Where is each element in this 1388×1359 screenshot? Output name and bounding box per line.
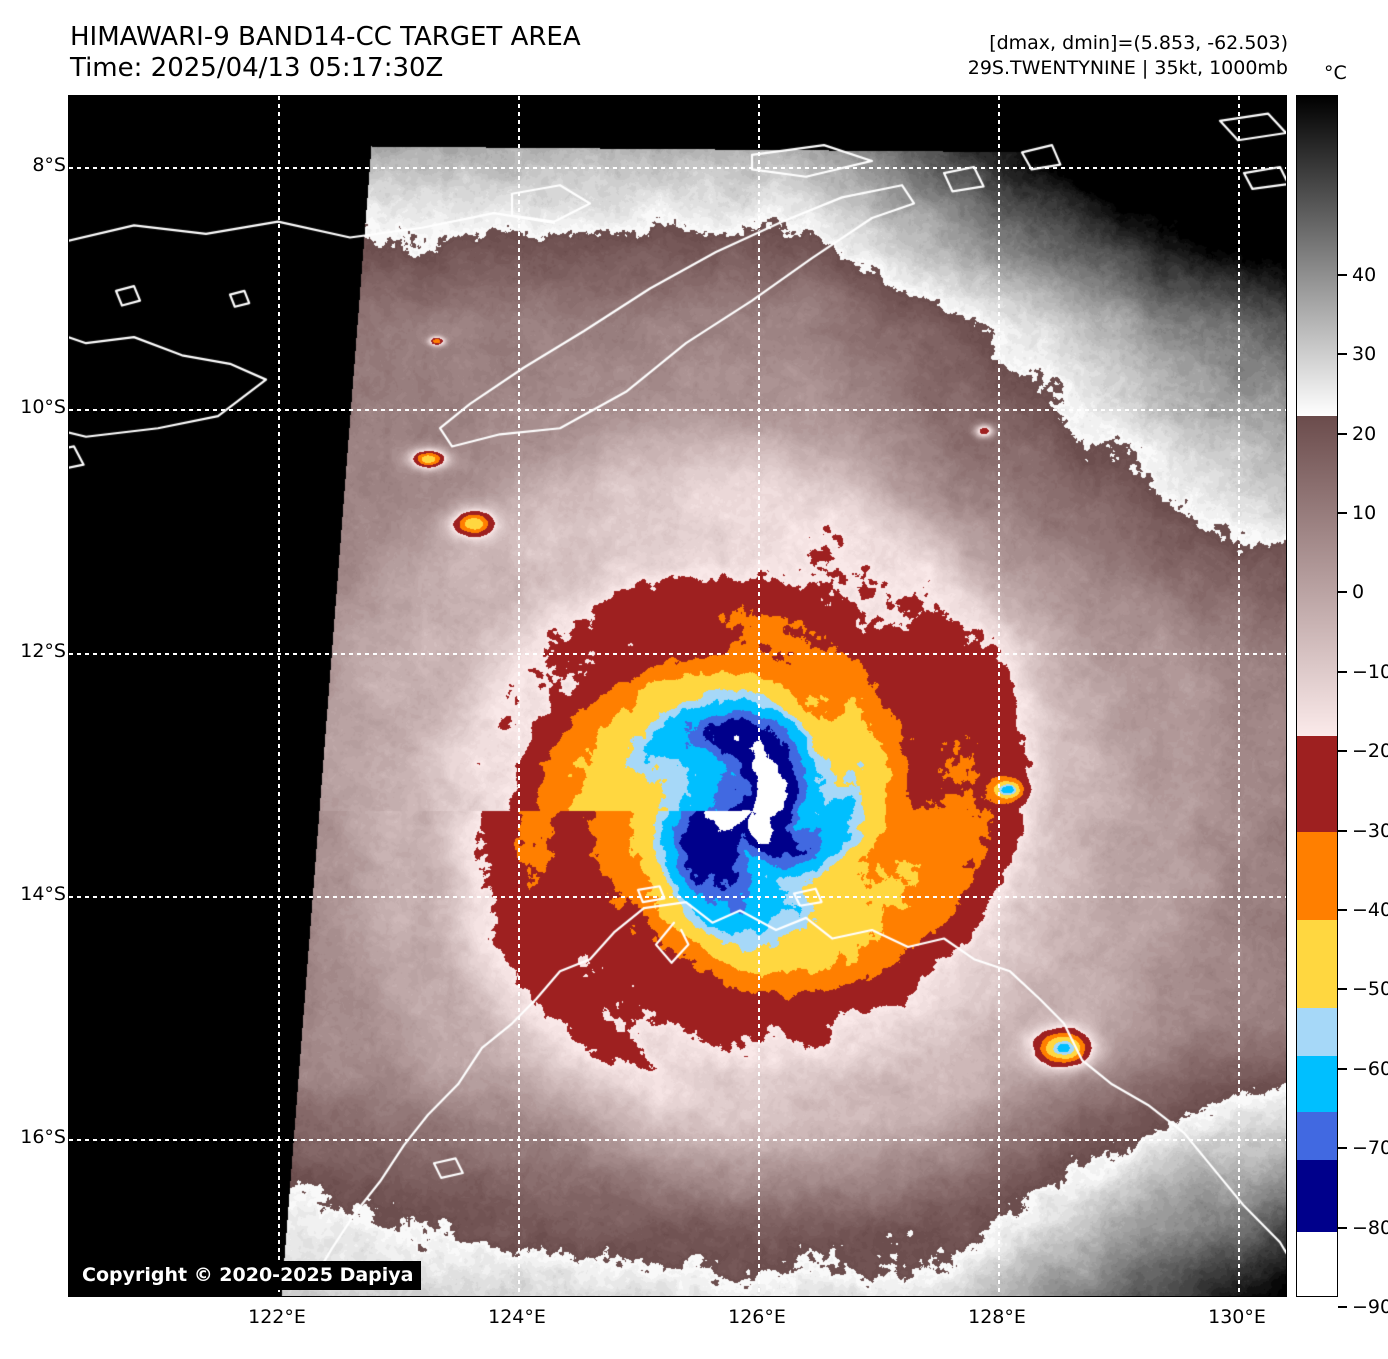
colorbar-tick-label: −50 <box>1352 978 1388 1000</box>
colorbar-tick-label: 0 <box>1352 581 1365 603</box>
colorbar-tick <box>1338 909 1347 911</box>
colorbar-tick-label: −20 <box>1352 740 1388 762</box>
y-axis-tick-label: 8°S <box>32 154 66 176</box>
x-axis-tick-label: 126°E <box>728 1306 786 1328</box>
colorbar-tick <box>1338 512 1347 514</box>
colorbar-tick <box>1338 988 1347 990</box>
colorbar-tick-label: 30 <box>1352 343 1377 365</box>
colorbar-segment <box>1297 920 1337 1008</box>
colorbar-tick <box>1338 591 1347 593</box>
colorbar-segment <box>1297 1112 1337 1160</box>
x-axis-tick-label: 122°E <box>248 1306 306 1328</box>
colorbar-tick-label: −60 <box>1352 1058 1388 1080</box>
y-axis-tick-label: 16°S <box>20 1126 66 1148</box>
colorbar-tick <box>1338 274 1347 276</box>
colorbar-tick <box>1338 433 1347 435</box>
colorbar-tick-label: −90 <box>1352 1296 1388 1318</box>
metadata-block: [dmax, dmin]=(5.853, -62.503) 29S.TWENTY… <box>968 31 1288 81</box>
colorbar-unit-label: °C <box>1324 62 1347 84</box>
y-axis-tick-label: 10°S <box>20 396 66 418</box>
y-axis-tick-label: 12°S <box>20 640 66 662</box>
colorbar-segment <box>1297 1056 1337 1112</box>
colorbar-segment <box>1297 1008 1337 1056</box>
colorbar-segment <box>1297 832 1337 920</box>
colorbar-tick-label: −40 <box>1352 899 1388 921</box>
data-range-label: [dmax, dmin]=(5.853, -62.503) <box>989 32 1288 54</box>
title-block: HIMAWARI-9 BAND14-CC TARGET AREA Time: 2… <box>70 22 581 84</box>
colorbar[interactable]: 40 30 20 10 0 −10 −20 −30 −40 −50 −60 −70 −80 −90 <box>1296 95 1388 1318</box>
colorbar-tick-label: −80 <box>1352 1217 1388 1239</box>
colorbar-segment <box>1297 1160 1337 1232</box>
colorbar-tick-label: 20 <box>1352 423 1377 445</box>
copyright-label: Copyright © 2020-2025 Dapiya <box>74 1261 422 1290</box>
colorbar-segment <box>1297 416 1337 736</box>
satellite-image-plot[interactable]: Copyright © 2020-2025 Dapiya <box>68 95 1287 1297</box>
colorbar-tick <box>1338 1306 1347 1308</box>
x-axis-tick-label: 124°E <box>488 1306 546 1328</box>
x-axis-tick-label: 130°E <box>1208 1306 1266 1328</box>
colorbar-tick <box>1338 750 1347 752</box>
x-axis-tick-label: 128°E <box>968 1306 1026 1328</box>
satellite-imagery-canvas <box>69 96 1286 1296</box>
y-axis-tick-label: 14°S <box>20 883 66 905</box>
colorbar-tick-label: −10 <box>1352 661 1388 683</box>
colorbar-tick <box>1338 1227 1347 1229</box>
colorbar-tick-label: −30 <box>1352 820 1388 842</box>
colorbar-tick-label: −70 <box>1352 1137 1388 1159</box>
colorbar-tick <box>1338 1068 1347 1070</box>
colorbar-segment <box>1297 736 1337 832</box>
colorbar-gradient <box>1296 95 1338 1297</box>
storm-info-label: 29S.TWENTYNINE | 35kt, 1000mb <box>967 57 1288 79</box>
colorbar-segment <box>1297 96 1337 416</box>
colorbar-tick <box>1338 353 1347 355</box>
page-title: HIMAWARI-9 BAND14-CC TARGET AREA <box>70 22 581 52</box>
timestamp-label: Time: 2025/04/13 05:17:30Z <box>70 53 444 83</box>
colorbar-tick <box>1338 671 1347 673</box>
colorbar-tick-label: 10 <box>1352 502 1377 524</box>
header: HIMAWARI-9 BAND14-CC TARGET AREA Time: 2… <box>0 0 1388 95</box>
colorbar-tick <box>1338 1147 1347 1149</box>
colorbar-segment <box>1297 1232 1337 1296</box>
colorbar-tick-label: 40 <box>1352 264 1377 286</box>
colorbar-tick <box>1338 830 1347 832</box>
